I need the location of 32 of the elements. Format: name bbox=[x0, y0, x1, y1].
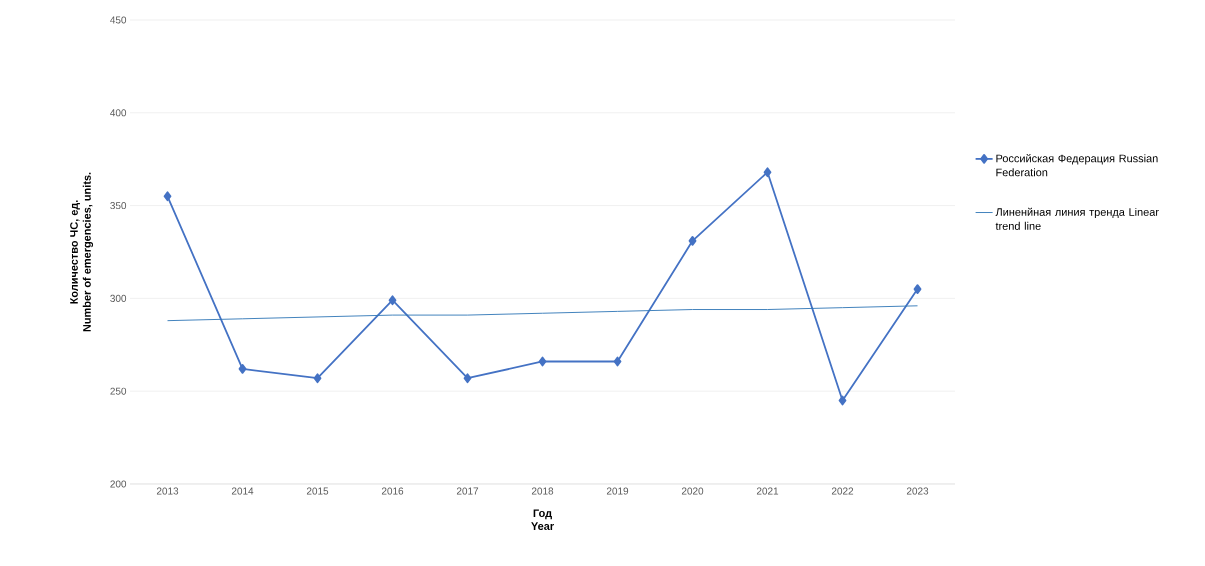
x-tick-label: 2013 bbox=[156, 487, 179, 495]
y-tick-label: 400 bbox=[110, 109, 127, 117]
point bbox=[613, 356, 622, 367]
legend-label: Линенйная линия тренда Linear trend line bbox=[995, 207, 1159, 230]
y-tick-label: 200 bbox=[110, 480, 127, 488]
point bbox=[763, 167, 772, 178]
point bbox=[463, 373, 472, 384]
point bbox=[238, 364, 247, 374]
point bbox=[538, 356, 547, 367]
x-tick-label: 2016 bbox=[381, 487, 404, 495]
point bbox=[163, 191, 172, 202]
x-tick-label: 2014 bbox=[231, 487, 254, 495]
x-tick-label: 2022 bbox=[831, 487, 854, 495]
point bbox=[913, 284, 922, 295]
y-tick-label: 350 bbox=[110, 202, 127, 210]
point bbox=[688, 235, 697, 246]
x-tick-label: 2019 bbox=[606, 487, 629, 495]
y-tick-label: 250 bbox=[110, 387, 127, 395]
x-axis-title: Год Year bbox=[531, 509, 554, 530]
x-tick-label: 2021 bbox=[756, 487, 779, 495]
x-tick-label: 2018 bbox=[531, 487, 554, 495]
x-tick-label: 2015 bbox=[306, 487, 329, 495]
y-tick-label: 300 bbox=[110, 294, 127, 302]
point bbox=[388, 295, 397, 306]
x-tick-label: 2017 bbox=[456, 487, 479, 495]
point bbox=[838, 395, 847, 406]
legend-label: Российская Федерация Russian Federation bbox=[996, 154, 1158, 177]
x-tick-label: 2023 bbox=[906, 487, 929, 495]
y-tick-label: 450 bbox=[110, 16, 127, 24]
y-axis-title: Количество ЧС, ед. Number of emergencies, units. bbox=[70, 172, 94, 332]
point bbox=[313, 373, 322, 384]
x-tick-label: 2020 bbox=[681, 487, 704, 495]
